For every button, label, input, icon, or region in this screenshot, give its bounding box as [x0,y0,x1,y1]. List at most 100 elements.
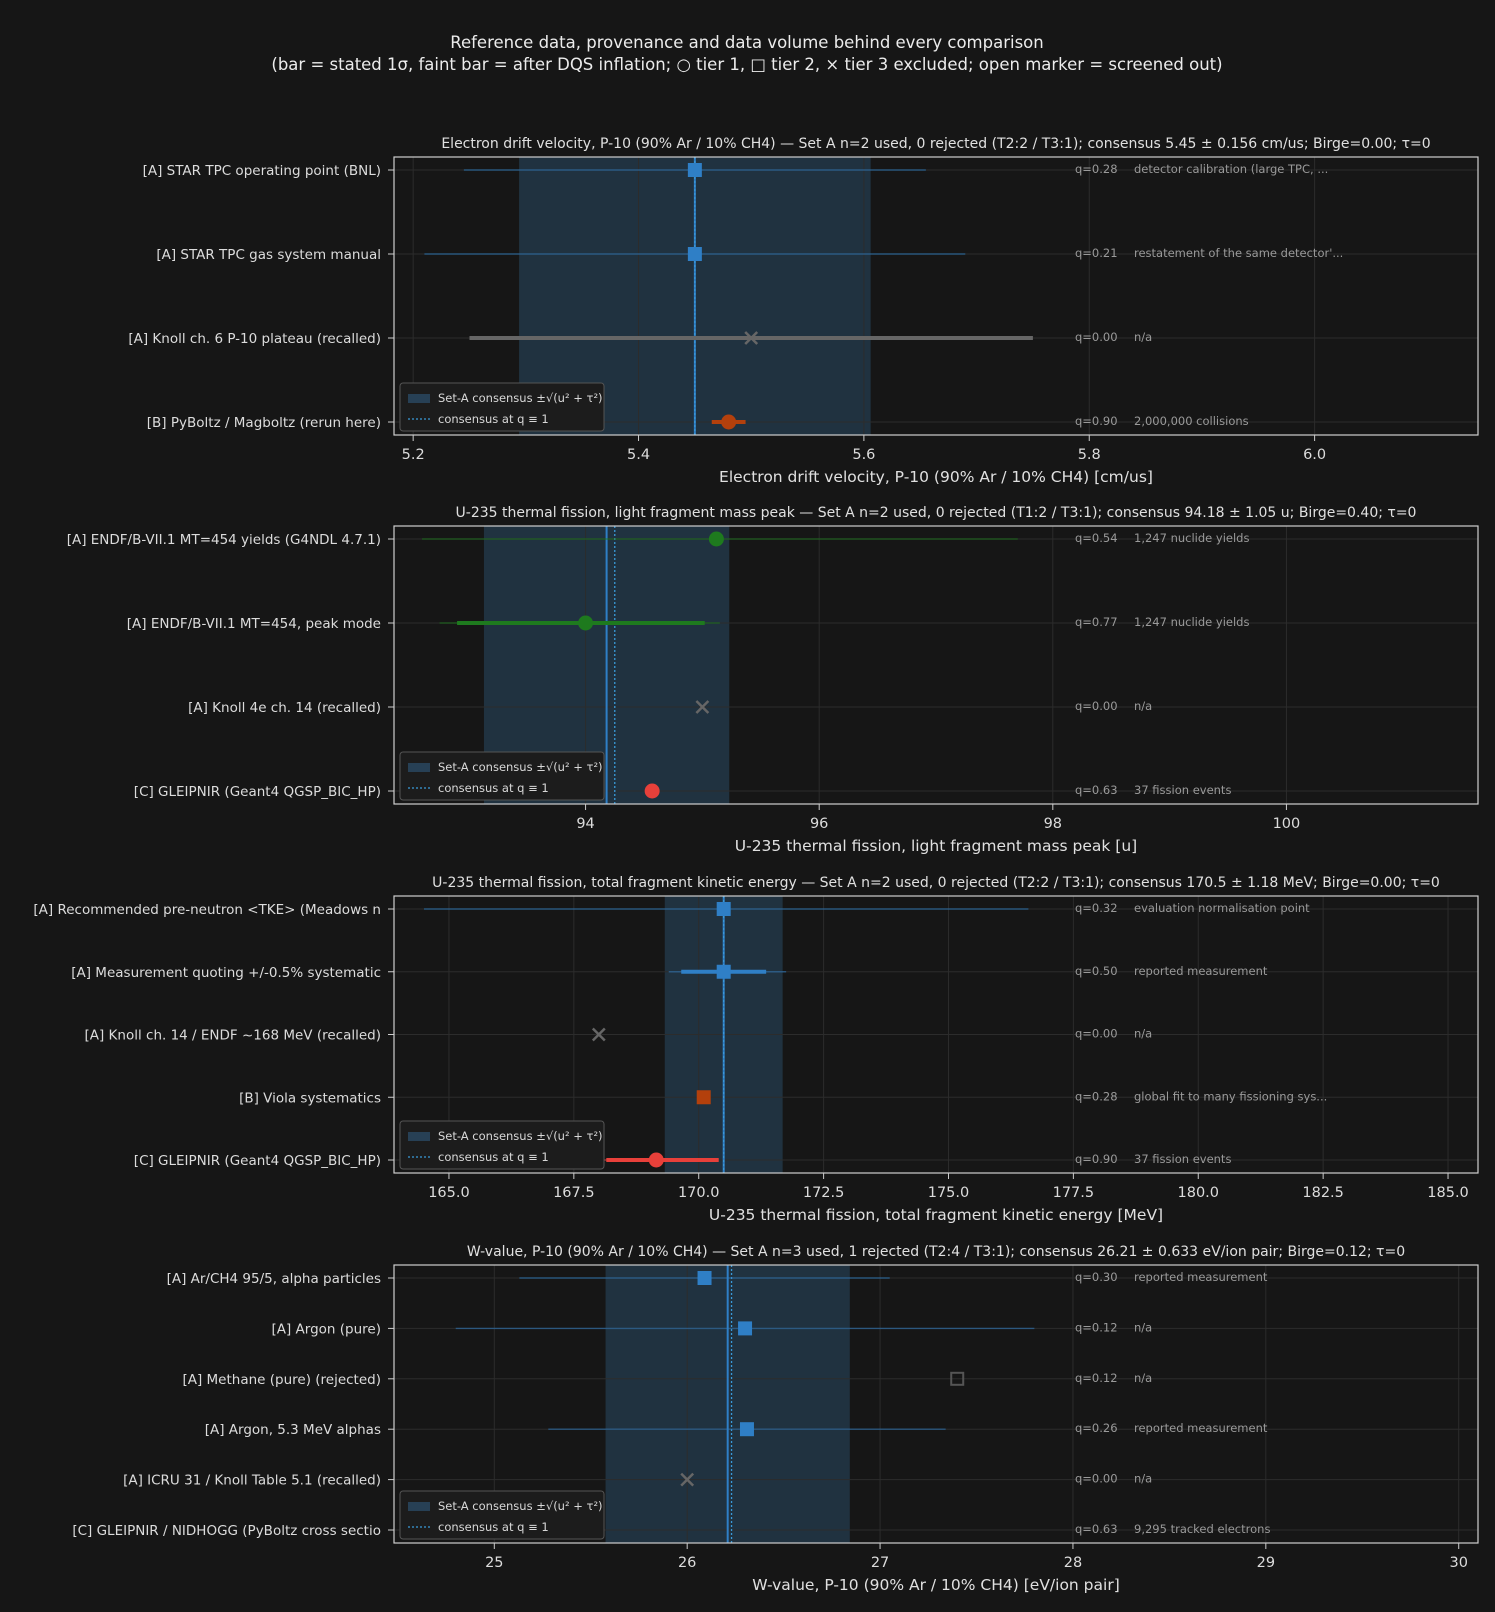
row-label: [A] STAR TPC operating point (BNL) [143,163,381,179]
quality-score: q=0.50 [1075,964,1118,978]
x-tick-label: 170.0 [678,1185,720,1201]
provenance-note: 9,295 tracked electrons [1134,1522,1270,1536]
data-point-x [744,331,759,345]
data-point-open-square [950,1371,965,1386]
provenance-note: 2,000,000 collisions [1134,414,1249,428]
x-axis-label: U-235 thermal fission, total fragment ki… [709,1206,1163,1224]
provenance-note: 1,247 nuclide yields [1134,531,1249,545]
panel-title: U-235 thermal fission, total fragment ki… [432,875,1440,891]
row-label: [A] Recommended pre-neutron <TKE> (Meado… [33,902,381,918]
panel-3: U-235 thermal fission, total fragment ki… [33,875,1479,1224]
axes-frame [393,525,1479,805]
legend-band-label: Set-A consensus ±√(u² + τ²) [438,760,603,774]
legend-band-swatch [408,1502,430,1511]
data-point-square [697,1271,712,1285]
quality-score: q=0.12 [1075,1320,1118,1334]
row-label: [C] GLEIPNIR / NIDHOGG (PyBoltz cross se… [72,1523,381,1539]
data-point-circle [648,1152,664,1168]
panel-title: Electron drift velocity, P-10 (90% Ar / … [441,136,1430,152]
row-label: [A] Argon (pure) [271,1321,381,1337]
panel-2: U-235 thermal fission, light fragment ma… [67,505,1479,855]
provenance-note: 37 fission events [1134,783,1231,797]
quality-score: q=0.21 [1075,246,1118,260]
data-point-square [687,247,702,261]
provenance-note: 1,247 nuclide yields [1134,615,1249,629]
quality-score: q=0.54 [1075,531,1118,545]
quality-score: q=0.32 [1075,901,1118,915]
data-point-x [680,1472,695,1487]
quality-score: q=0.30 [1075,1270,1118,1284]
legend-band-swatch [408,763,430,772]
x-tick-label: 167.5 [553,1185,595,1201]
x-tick-label: 25 [485,1555,503,1571]
legend-band-swatch [408,1132,430,1141]
row-label: [B] Viola systematics [239,1090,381,1106]
legend-band-swatch [408,394,430,403]
x-tick-label: 30 [1449,1555,1467,1571]
x-tick-label: 28 [1064,1555,1082,1571]
x-axis-label: Electron drift velocity, P-10 (90% Ar / … [719,468,1153,486]
panel-4: W-value, P-10 (90% Ar / 10% CH4) — Set A… [72,1244,1479,1594]
x-tick-label: 100 [1273,816,1301,832]
row-label: [A] Measurement quoting +/-0.5% systemat… [71,965,381,981]
axes-frame [393,156,1479,436]
data-point-square [696,1090,711,1105]
row-label: [C] GLEIPNIR (Geant4 QGSP_BIC_HP) [134,1153,381,1169]
quality-score: q=0.63 [1075,1522,1118,1536]
provenance-note: reported measurement [1134,1421,1268,1435]
legend-line-label: consensus at q ≡ 1 [438,1150,549,1164]
legend-band-label: Set-A consensus ±√(u² + τ²) [438,1129,603,1143]
quality-score: q=0.00 [1075,1472,1118,1486]
provenance-note: n/a [1134,1027,1152,1041]
legend-line-label: consensus at q ≡ 1 [438,412,549,426]
quality-score: q=0.00 [1075,699,1118,713]
x-tick-label: 29 [1257,1555,1275,1571]
provenance-note: n/a [1134,699,1152,713]
x-tick-label: 5.8 [1078,447,1101,463]
axes-frame [393,895,1479,1174]
x-tick-label: 94 [576,816,594,832]
legend-box [399,1490,605,1540]
legend-line-label: consensus at q ≡ 1 [438,1520,549,1534]
panel-title: W-value, P-10 (90% Ar / 10% CH4) — Set A… [467,1244,1405,1260]
x-tick-label: 185.0 [1427,1185,1469,1201]
data-point-square [716,902,731,916]
quality-score: q=0.28 [1075,1089,1118,1103]
data-point-square [687,163,702,177]
provenance-note: n/a [1134,1371,1152,1385]
x-tick-label: 165.0 [428,1185,470,1201]
data-point-x [695,700,710,714]
legend-line-label: consensus at q ≡ 1 [438,781,549,795]
quality-score: q=0.00 [1075,330,1118,344]
row-label: [A] Methane (pure) (rejected) [182,1372,381,1388]
legend-band-label: Set-A consensus ±√(u² + τ²) [438,1499,603,1513]
row-label: [C] GLEIPNIR (Geant4 QGSP_BIC_HP) [134,784,381,800]
row-label: [A] Knoll ch. 6 P-10 plateau (recalled) [128,331,381,347]
data-point-square [716,964,731,979]
row-label: [B] PyBoltz / Magboltz (rerun here) [147,415,381,431]
provenance-note: n/a [1134,1472,1152,1486]
row-label: [A] Ar/CH4 95/5, alpha particles [167,1271,381,1287]
quality-score: q=0.90 [1075,1152,1118,1166]
figure-title-line1: Reference data, provenance and data volu… [450,33,1044,52]
x-tick-label: 172.5 [803,1185,845,1201]
legend-band-label: Set-A consensus ±√(u² + τ²) [438,391,603,405]
axes-frame [393,1264,1479,1544]
data-point-circle [721,414,737,430]
data-point-square [738,1321,753,1336]
row-label: [A] ICRU 31 / Knoll Table 5.1 (recalled) [123,1473,381,1489]
data-point-x [591,1027,606,1042]
row-label: [A] Argon, 5.3 MeV alphas [205,1422,381,1438]
data-point-circle [578,615,594,631]
figure-title-line2: (bar = stated 1σ, faint bar = after DQS … [271,55,1222,74]
row-label: [A] ENDF/B-VII.1 MT=454 yields (G4NDL 4.… [67,532,381,548]
x-tick-label: 175.0 [928,1185,970,1201]
quality-score: q=0.26 [1075,1421,1118,1435]
provenance-note: n/a [1134,1320,1152,1334]
quality-score: q=0.63 [1075,783,1118,797]
x-axis-label: W-value, P-10 (90% Ar / 10% CH4) [eV/ion… [752,1576,1120,1594]
quality-score: q=0.77 [1075,615,1118,629]
data-point-circle [708,531,724,547]
x-axis-label: U-235 thermal fission, light fragment ma… [735,837,1137,855]
